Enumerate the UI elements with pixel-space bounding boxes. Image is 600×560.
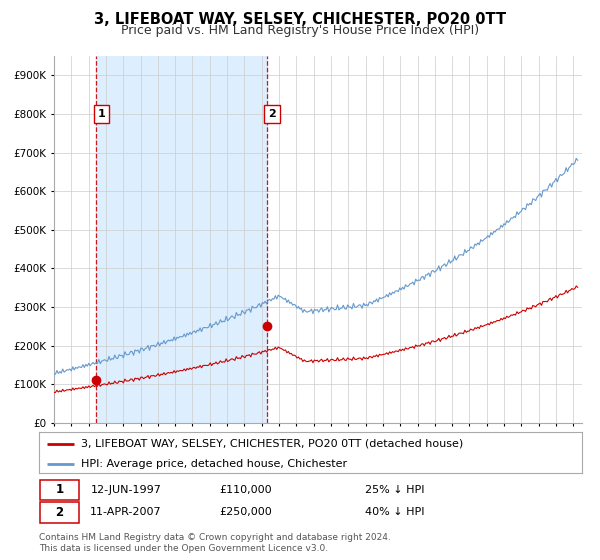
Text: 3, LIFEBOAT WAY, SELSEY, CHICHESTER, PO20 0TT (detached house): 3, LIFEBOAT WAY, SELSEY, CHICHESTER, PO2… xyxy=(82,439,464,449)
FancyBboxPatch shape xyxy=(40,502,79,523)
Text: 11-APR-2007: 11-APR-2007 xyxy=(90,507,161,517)
Text: 1: 1 xyxy=(98,109,106,119)
Text: 25% ↓ HPI: 25% ↓ HPI xyxy=(365,484,424,494)
Text: £250,000: £250,000 xyxy=(219,507,272,517)
Text: 1: 1 xyxy=(56,483,64,496)
Text: HPI: Average price, detached house, Chichester: HPI: Average price, detached house, Chic… xyxy=(82,459,347,469)
Text: 3, LIFEBOAT WAY, SELSEY, CHICHESTER, PO20 0TT: 3, LIFEBOAT WAY, SELSEY, CHICHESTER, PO2… xyxy=(94,12,506,27)
Text: £110,000: £110,000 xyxy=(219,484,272,494)
Bar xyxy=(97,56,266,423)
Text: Price paid vs. HM Land Registry's House Price Index (HPI): Price paid vs. HM Land Registry's House … xyxy=(121,24,479,36)
Text: 40% ↓ HPI: 40% ↓ HPI xyxy=(365,507,424,517)
Text: 2: 2 xyxy=(268,109,275,119)
FancyBboxPatch shape xyxy=(40,480,79,500)
Text: Contains HM Land Registry data © Crown copyright and database right 2024.
This d: Contains HM Land Registry data © Crown c… xyxy=(39,533,391,553)
Text: 12-JUN-1997: 12-JUN-1997 xyxy=(91,484,161,494)
Text: 2: 2 xyxy=(56,506,64,519)
